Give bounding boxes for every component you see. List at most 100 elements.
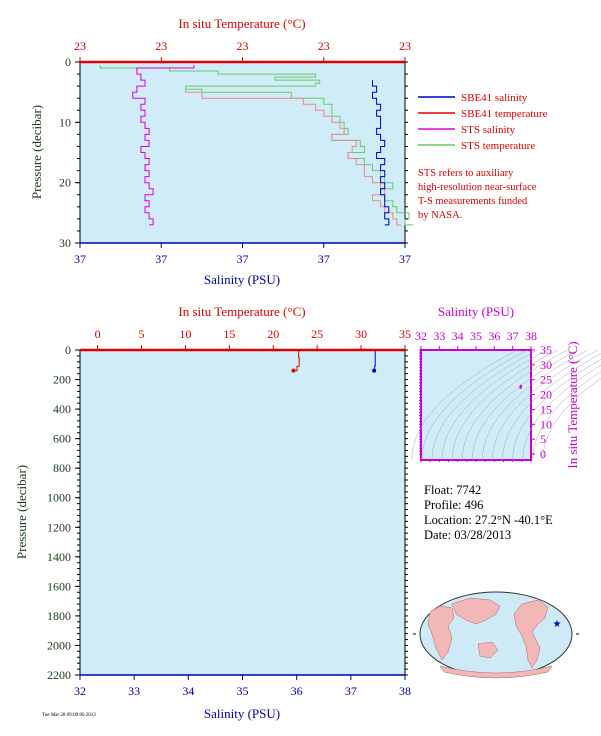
top-sal-axis-title: Salinity (PSU) [204, 272, 280, 287]
ts-temp-tick-label: 10 [540, 417, 552, 431]
top-series-sbe41-temperature [185, 89, 401, 226]
float-info: Float: 7742 Profile: 496 Location: 27.2°… [424, 483, 553, 542]
legend-label-sbe-salinity: SBE41 salinity [461, 92, 528, 104]
bottom-temp-tick-label: 20 [267, 327, 279, 341]
ts-density-contour [502, 353, 601, 461]
bottom-pressure-tick-label: 1600 [47, 579, 71, 593]
bottom-series-end-marker [291, 368, 296, 373]
top-sal-tick-label: 37 [237, 252, 249, 266]
top-sal-tick-label: 37 [74, 252, 86, 266]
bottom-sal-axis-title: Salinity (PSU) [204, 706, 280, 721]
bottom-temp-tick-label: 0 [95, 327, 101, 341]
top-temp-axis-title: In situ Temperature (°C) [178, 16, 305, 31]
top-pressure-axis-title: Pressure (decibar) [29, 105, 44, 199]
ts-sal-tick-label: 35 [470, 329, 482, 343]
ts-temp-tick-label: 15 [540, 402, 552, 416]
info-profile: Profile: 496 [424, 498, 483, 512]
ts-density-contour [512, 359, 601, 460]
ts-sal-tick-label: 36 [488, 329, 500, 343]
legend-note-line-1: STS refers to auxiliary [418, 168, 514, 179]
legend-label-sts-salinity: STS salinity [461, 124, 516, 136]
map-americas [513, 599, 549, 669]
bottom-pressure-tick-label: 800 [53, 461, 71, 475]
ts-sal-tick-label: 37 [507, 329, 519, 343]
legend-note-line-3: T-S measurements funded [418, 196, 528, 207]
ts-density-contour [441, 349, 548, 461]
top-series-sts-salinity [132, 65, 195, 226]
top-sal-tick-label: 37 [399, 252, 411, 266]
bottom-sal-tick-label: 34 [182, 684, 194, 698]
map-australia [477, 641, 499, 659]
ts-density-contour [451, 349, 558, 460]
map-antarctica [439, 665, 553, 679]
bottom-temp-axis-title: In situ Temperature (°C) [178, 304, 305, 319]
top-sal-tick-label: 37 [155, 252, 167, 266]
top-pressure-tick-label: 20 [59, 176, 71, 190]
ts-density-contour [522, 364, 601, 460]
legend-note-line-2: high-resolution near-surface [418, 182, 537, 193]
ts-temp-tick-label: 30 [540, 358, 552, 372]
top-pressure-tick-label: 0 [65, 55, 71, 69]
ts-sal-tick-label: 33 [433, 329, 445, 343]
bottom-pressure-tick-label: 600 [53, 432, 71, 446]
ts-density-contour [411, 349, 518, 461]
bottom-temp-tick-label: 25 [311, 327, 323, 341]
ts-sal-tick-label: 34 [452, 329, 464, 343]
legend-label-sts-temperature: STS temperature [461, 140, 535, 152]
bottom-sal-tick-label: 33 [128, 684, 140, 698]
bottom-sal-tick-label: 37 [345, 684, 357, 698]
ts-plot-area [420, 349, 532, 461]
bottom-pressure-tick-label: 1400 [47, 550, 71, 564]
bottom-series-sbe41-temperature [293, 350, 300, 372]
ts-temp-tick-label: 25 [540, 373, 552, 387]
full-profile-plot-area [79, 349, 406, 676]
near-surface-panel: 23 23 23 23 23 37 37 37 37 37 0 10 20 30 In situ Temp… [29, 16, 414, 287]
ts-density-contour [462, 349, 568, 460]
info-date: Date: 03/28/2013 [424, 528, 511, 542]
bottom-sal-tick-label: 36 [291, 684, 303, 698]
info-location: Location: 27.2°N -40.1°E [424, 513, 553, 527]
bottom-pressure-tick-label: 2000 [47, 638, 71, 652]
bottom-temp-tick-label: 30 [355, 327, 367, 341]
ts-density-contour [472, 349, 578, 461]
ts-temp-tick-label: 5 [540, 432, 546, 446]
top-temp-tick-label: 23 [318, 39, 330, 53]
map-africa-europe [427, 605, 455, 661]
bottom-pressure-tick-label: 200 [53, 373, 71, 387]
top-temp-tick-label: 23 [74, 39, 86, 53]
ts-density-contour [532, 371, 601, 461]
ts-temp-axis-title: In situ Temperature (°C) [565, 341, 580, 468]
bottom-pressure-tick-label: 0 [65, 343, 71, 357]
legend: SBE41 salinity SBE41 temperature STS sal… [418, 92, 548, 221]
ts-temp-tick-label: 35 [540, 343, 552, 357]
top-pressure-tick-label: 30 [59, 236, 71, 250]
bottom-pressure-axis-title: Pressure (decibar) [14, 465, 29, 559]
top-temp-tick-label: 23 [237, 39, 249, 53]
ts-sal-tick-label: 38 [525, 329, 537, 343]
bottom-temp-tick-label: 15 [223, 327, 235, 341]
top-temp-tick-label: 23 [155, 39, 167, 53]
info-float: Float: 7742 [424, 483, 481, 497]
map-asia [451, 597, 501, 625]
bottom-temp-tick-label: 5 [138, 327, 144, 341]
ts-density-contour [482, 349, 588, 461]
ts-sal-axis-title: Salinity (PSU) [438, 304, 514, 319]
bottom-series-end-marker [372, 368, 377, 373]
top-sal-tick-label: 37 [318, 252, 330, 266]
bottom-sal-tick-label: 32 [74, 684, 86, 698]
ts-temp-tick-label: 20 [540, 388, 552, 402]
ts-point [519, 386, 522, 389]
ts-density-contour [492, 349, 599, 461]
bottom-sal-tick-label: 35 [237, 684, 249, 698]
bottom-pressure-tick-label: 2200 [47, 668, 71, 682]
ts-density-contour [431, 349, 538, 461]
bottom-pressure-tick-label: 1800 [47, 609, 71, 623]
top-series-sbe41-salinity [372, 80, 390, 226]
ts-density-contour [542, 378, 601, 461]
bottom-pressure-tick-label: 400 [53, 402, 71, 416]
ts-sal-tick-label: 32 [415, 329, 427, 343]
bottom-temp-tick-label: 35 [399, 327, 411, 341]
full-profile-panel: 0 5 10 15 20 25 30 35 32 33 34 35 36 37 38 0 200 400 600 80… [14, 304, 411, 721]
ts-temp-tick-label: 0 [540, 447, 546, 461]
